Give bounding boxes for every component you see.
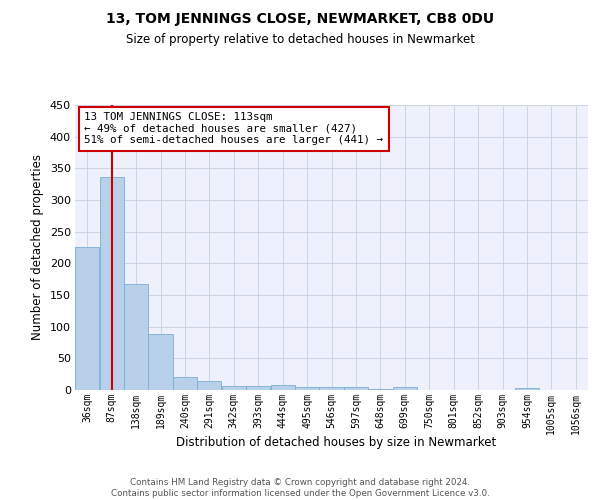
Text: Distribution of detached houses by size in Newmarket: Distribution of detached houses by size …	[176, 436, 496, 449]
Bar	[271, 385, 295, 390]
Bar	[148, 334, 173, 390]
Bar	[319, 387, 344, 390]
Bar	[392, 387, 417, 390]
Bar	[75, 247, 100, 390]
Bar	[197, 380, 221, 390]
Text: Contains HM Land Registry data © Crown copyright and database right 2024.
Contai: Contains HM Land Registry data © Crown c…	[110, 478, 490, 498]
Bar	[295, 388, 319, 390]
Bar	[124, 284, 148, 390]
Bar	[246, 386, 271, 390]
Bar	[221, 386, 246, 390]
Bar	[368, 388, 392, 390]
Bar	[344, 388, 368, 390]
Y-axis label: Number of detached properties: Number of detached properties	[31, 154, 44, 340]
Bar	[100, 176, 124, 390]
Text: Size of property relative to detached houses in Newmarket: Size of property relative to detached ho…	[125, 32, 475, 46]
Bar	[173, 376, 197, 390]
Bar	[515, 388, 539, 390]
Text: 13 TOM JENNINGS CLOSE: 113sqm
← 49% of detached houses are smaller (427)
51% of : 13 TOM JENNINGS CLOSE: 113sqm ← 49% of d…	[84, 112, 383, 146]
Text: 13, TOM JENNINGS CLOSE, NEWMARKET, CB8 0DU: 13, TOM JENNINGS CLOSE, NEWMARKET, CB8 0…	[106, 12, 494, 26]
